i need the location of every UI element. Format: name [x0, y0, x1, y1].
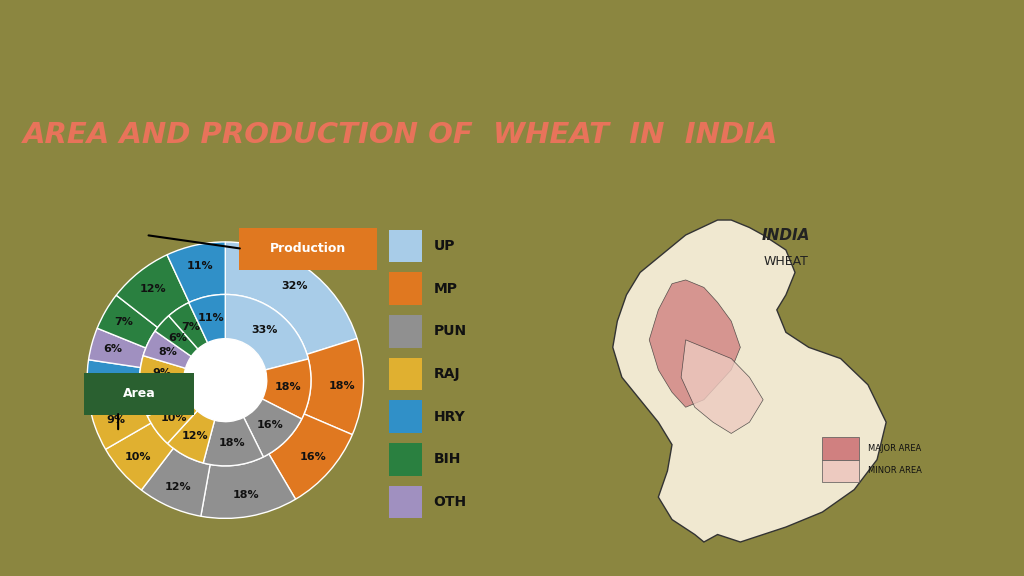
Circle shape — [184, 339, 266, 422]
Text: 11%: 11% — [198, 313, 224, 323]
Wedge shape — [225, 294, 308, 370]
Text: Area: Area — [123, 388, 156, 400]
Text: AREA AND PRODUCTION OF  WHEAT  IN  INDIA: AREA AND PRODUCTION OF WHEAT IN INDIA — [24, 121, 778, 149]
Bar — [389, 315, 422, 348]
Wedge shape — [188, 294, 225, 343]
Text: PUN: PUN — [434, 324, 467, 338]
Wedge shape — [168, 411, 215, 463]
Text: MAJOR AREA: MAJOR AREA — [868, 444, 922, 453]
Text: 10%: 10% — [161, 412, 187, 423]
Text: WHEAT: WHEAT — [764, 255, 808, 268]
Bar — [389, 230, 422, 263]
Polygon shape — [612, 220, 886, 542]
Text: 9%: 9% — [105, 415, 125, 425]
Wedge shape — [140, 383, 187, 416]
Wedge shape — [87, 360, 140, 403]
Text: 6%: 6% — [103, 344, 122, 354]
Bar — [389, 400, 422, 433]
Text: 18%: 18% — [275, 382, 302, 392]
Text: 16%: 16% — [257, 420, 284, 430]
Wedge shape — [147, 397, 198, 444]
FancyBboxPatch shape — [84, 373, 195, 415]
Wedge shape — [143, 331, 191, 368]
Text: HRY: HRY — [434, 410, 466, 424]
Bar — [389, 443, 422, 476]
Text: 12%: 12% — [139, 284, 166, 294]
Bar — [389, 272, 422, 305]
Text: 10%: 10% — [124, 452, 151, 463]
Wedge shape — [244, 399, 302, 457]
Wedge shape — [304, 339, 364, 435]
Wedge shape — [97, 295, 158, 348]
Wedge shape — [88, 328, 145, 367]
Bar — [822, 437, 859, 460]
Wedge shape — [141, 448, 210, 516]
Polygon shape — [681, 340, 763, 433]
Text: 8%: 8% — [159, 347, 177, 358]
Text: 16%: 16% — [300, 452, 327, 463]
Text: 8%: 8% — [99, 376, 118, 386]
Text: 7%: 7% — [181, 322, 200, 332]
Bar — [389, 358, 422, 391]
Text: 11%: 11% — [186, 261, 213, 271]
Bar — [389, 486, 422, 518]
Wedge shape — [139, 355, 185, 386]
Text: 7%: 7% — [115, 317, 133, 327]
Text: MP: MP — [434, 282, 458, 295]
FancyBboxPatch shape — [239, 228, 377, 270]
Wedge shape — [155, 316, 198, 357]
Text: 32%: 32% — [281, 281, 307, 291]
Text: 12%: 12% — [165, 482, 191, 492]
Text: RAJ: RAJ — [434, 367, 461, 381]
Text: 9%: 9% — [155, 391, 173, 401]
Text: BIH: BIH — [434, 452, 461, 467]
Text: 18%: 18% — [218, 438, 245, 449]
Wedge shape — [225, 242, 357, 354]
Wedge shape — [105, 423, 173, 490]
Text: 33%: 33% — [251, 325, 278, 335]
Text: 9%: 9% — [153, 368, 172, 378]
Text: INDIA: INDIA — [762, 228, 810, 242]
Wedge shape — [117, 255, 189, 328]
Wedge shape — [89, 395, 152, 449]
Wedge shape — [201, 454, 296, 518]
Bar — [822, 460, 859, 482]
Text: Production: Production — [270, 242, 346, 255]
Wedge shape — [169, 302, 208, 349]
Text: 18%: 18% — [329, 381, 355, 391]
Text: MINOR AREA: MINOR AREA — [868, 467, 922, 475]
Text: OTH: OTH — [434, 495, 467, 509]
Text: 6%: 6% — [168, 333, 187, 343]
Wedge shape — [167, 242, 225, 302]
Wedge shape — [203, 418, 263, 466]
Wedge shape — [269, 414, 352, 499]
Text: 18%: 18% — [232, 490, 259, 500]
Polygon shape — [649, 280, 740, 407]
Wedge shape — [262, 359, 311, 419]
Text: UP: UP — [434, 239, 455, 253]
Text: 12%: 12% — [181, 431, 208, 441]
